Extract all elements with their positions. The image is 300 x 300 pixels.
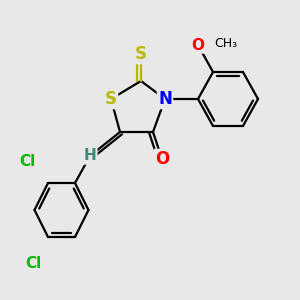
Text: Cl: Cl <box>25 256 41 272</box>
Text: H: H <box>84 148 96 164</box>
Text: S: S <box>105 90 117 108</box>
Text: CH₃: CH₃ <box>214 37 238 50</box>
Text: S: S <box>135 45 147 63</box>
Text: O: O <box>155 150 169 168</box>
Text: Cl: Cl <box>19 154 35 169</box>
Text: O: O <box>191 38 205 52</box>
Text: N: N <box>158 90 172 108</box>
